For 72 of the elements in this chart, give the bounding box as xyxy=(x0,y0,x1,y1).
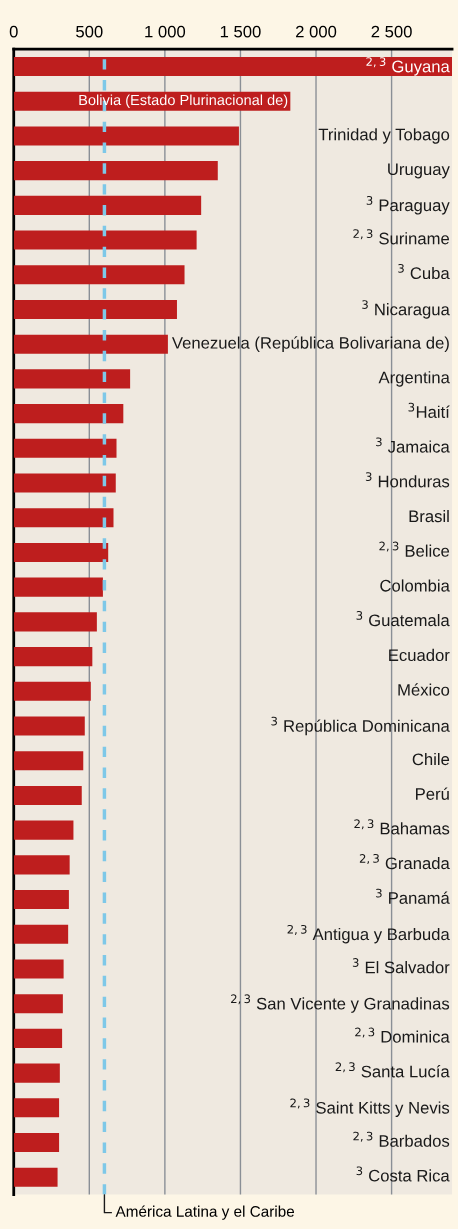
y-tick-label: $^{2,3}$ Bahamas xyxy=(354,819,450,835)
x-tick-label: 500 xyxy=(76,25,103,38)
bar xyxy=(13,577,103,597)
y-tick-label: $^{2,3}$ Guyana xyxy=(366,57,450,76)
x-tick-label: 2 000 xyxy=(296,25,337,38)
bar xyxy=(13,1132,60,1153)
bar xyxy=(13,195,202,215)
bar xyxy=(13,299,177,320)
x-tick-label: 0 xyxy=(9,25,18,38)
y-tick-label: $^{2,3}$ Suriname xyxy=(353,229,450,245)
bar xyxy=(13,612,97,632)
bar xyxy=(13,785,82,805)
bar xyxy=(13,56,453,77)
y-tick-label: Bolivia (Estado Plurinacional de) xyxy=(79,94,288,109)
y-tick-label: $^{3}$Haití xyxy=(408,402,450,418)
y-tick-label: $^{3}$ Nicaragua xyxy=(362,300,450,319)
bar xyxy=(13,542,109,562)
y-tick-label: Perú xyxy=(416,787,449,800)
bar xyxy=(13,959,64,979)
bar xyxy=(13,508,114,528)
y-tick-label: $^{3}$ Guatemala xyxy=(356,611,450,627)
bar xyxy=(13,230,197,250)
y-tick-label: Argentina xyxy=(378,371,450,387)
bar xyxy=(13,473,116,493)
bar xyxy=(13,265,185,285)
y-tick-label: $^{3}$ Honduras xyxy=(365,472,450,488)
bar xyxy=(13,1028,63,1048)
y-tick-label: $^{2,3}$ Barbados xyxy=(353,1131,450,1147)
y-tick-label: Chile xyxy=(412,752,450,766)
x-tick-label: 1 500 xyxy=(220,25,261,38)
y-tick-label: $^{2,3}$ Saint Kitts y Nevis xyxy=(290,1098,450,1117)
ref-line-label: América Latina y el Caribe xyxy=(115,1205,295,1220)
x-tick-label: 2 500 xyxy=(371,25,412,38)
bar xyxy=(13,161,218,181)
bar xyxy=(13,1167,58,1187)
y-tick-label: $^{2,3}$ Santa Lucía xyxy=(335,1062,450,1078)
bar xyxy=(13,890,69,910)
y-tick-label: $^{2,3}$ Granada xyxy=(359,853,450,870)
y-tick-label: $^{2,3}$ Belice xyxy=(379,541,450,557)
y-tick-label: $^{3}$ Jamaica xyxy=(376,437,450,453)
bar xyxy=(13,647,93,667)
y-tick-label: $^{3}$ El Salvador xyxy=(352,958,450,974)
y-tick-label: Venezuela (República Bolivariana de) xyxy=(171,336,449,353)
y-tick-label: Uruguay xyxy=(388,163,450,179)
y-tick-label: México xyxy=(398,683,450,696)
y-tick-label: $^{2,3}$ Dominica xyxy=(355,1027,450,1043)
y-tick-label: $^{3}$ Cuba xyxy=(398,263,450,280)
bar xyxy=(13,369,131,389)
x-tick-label: 1 000 xyxy=(145,25,186,38)
bar xyxy=(13,438,117,458)
bar xyxy=(13,1063,60,1083)
bar xyxy=(13,126,239,146)
bar xyxy=(13,994,63,1014)
y-tick-label: Trinidad y Tobago xyxy=(318,128,450,144)
bar xyxy=(13,820,74,840)
bar xyxy=(13,751,84,771)
bar xyxy=(13,404,124,424)
y-tick-label: $^{3}$ Paraguay xyxy=(366,196,450,215)
y-tick-label: $^{2,3}$ Antigua y Barbuda xyxy=(287,924,450,944)
y-tick-label: $^{3}$ Costa Rica xyxy=(356,1166,450,1182)
y-tick-label: Brasil xyxy=(409,509,449,523)
y-tick-label: $^{3}$ República Dominicana xyxy=(271,716,450,736)
bar xyxy=(13,334,168,354)
y-tick-label: Ecuador xyxy=(389,648,450,662)
y-tick-label: $^{3}$ Panamá xyxy=(376,888,450,904)
y-tick-label: Colombia xyxy=(380,579,450,592)
bar xyxy=(13,681,91,701)
bar xyxy=(13,1098,60,1118)
bar xyxy=(13,716,85,736)
bar xyxy=(13,855,70,875)
y-tick-label: $^{2,3}$ San Vicente y Granadinas xyxy=(231,994,450,1013)
bar xyxy=(13,924,69,944)
